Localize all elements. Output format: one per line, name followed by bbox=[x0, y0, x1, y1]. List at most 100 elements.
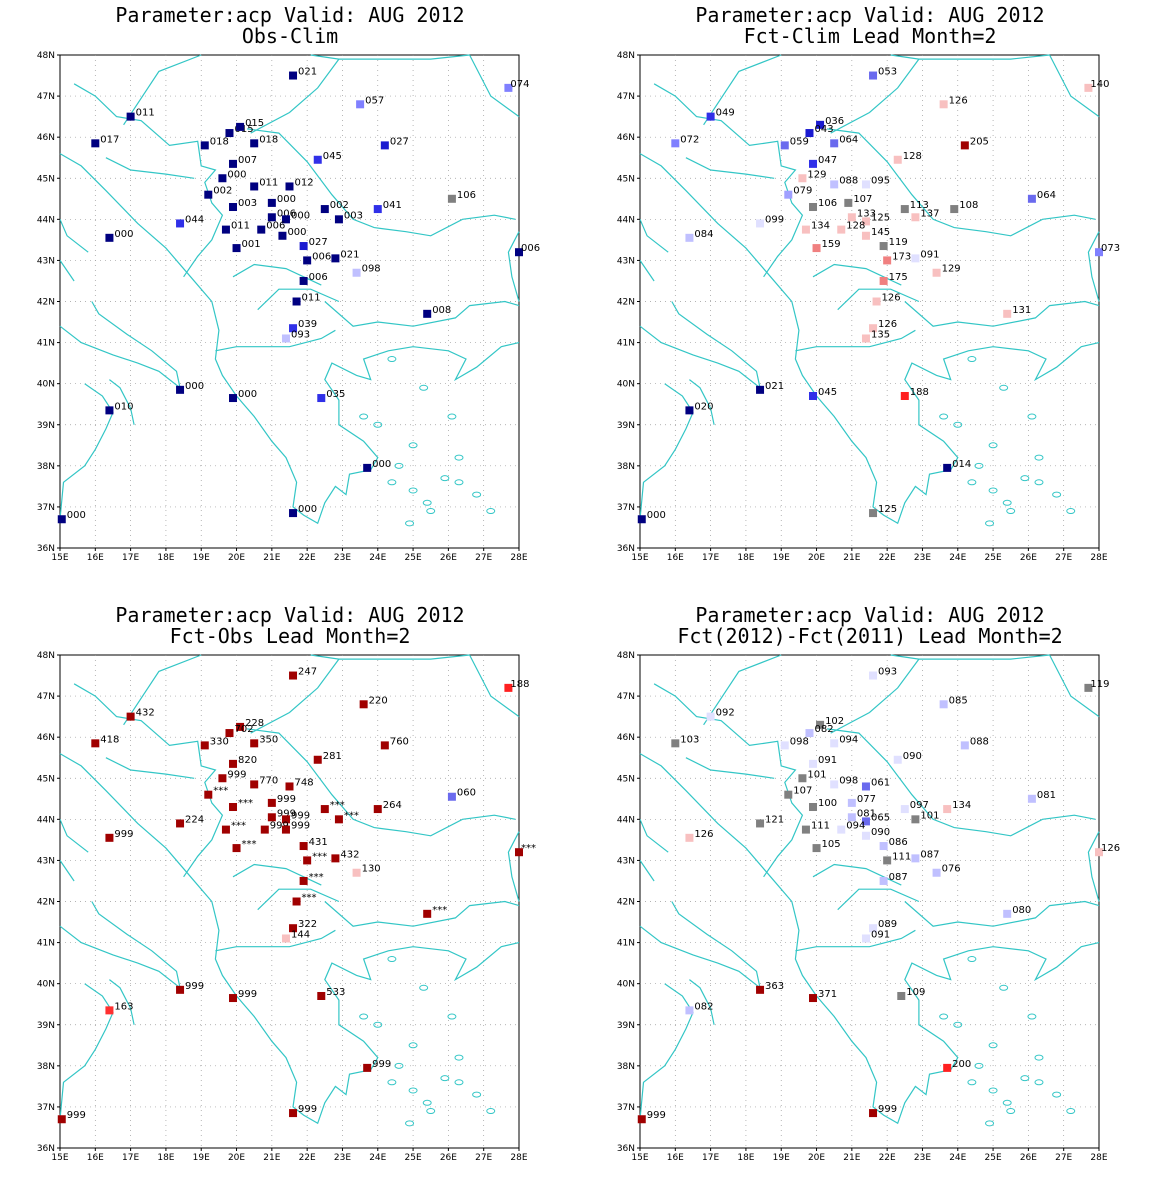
station-marker bbox=[281, 934, 290, 943]
coastline bbox=[639, 983, 694, 1120]
station-label: 021 bbox=[765, 381, 784, 392]
island bbox=[953, 421, 963, 428]
station-marker bbox=[960, 741, 969, 750]
station-label: 125 bbox=[871, 212, 890, 223]
station-marker bbox=[872, 297, 881, 306]
station-marker bbox=[861, 817, 870, 826]
y-tick-label: 37N bbox=[37, 1103, 55, 1113]
station-marker bbox=[250, 780, 259, 789]
station-marker bbox=[176, 985, 185, 994]
station-label: 036 bbox=[825, 116, 844, 127]
station-label: 371 bbox=[818, 989, 837, 1000]
island bbox=[939, 413, 949, 420]
station-label: 003 bbox=[344, 210, 363, 221]
station-label: 999 bbox=[185, 981, 204, 992]
station-label: 061 bbox=[871, 777, 890, 788]
station-label: 163 bbox=[114, 1001, 133, 1012]
station-label: 053 bbox=[878, 67, 897, 78]
station-marker bbox=[897, 991, 906, 1000]
station-marker bbox=[861, 180, 870, 189]
station-marker bbox=[313, 155, 322, 164]
station-label: 094 bbox=[839, 734, 858, 745]
x-tick-label: 27E bbox=[475, 553, 492, 563]
station-label: 098 bbox=[362, 264, 381, 275]
station-marker bbox=[1095, 848, 1103, 857]
station-marker bbox=[320, 205, 329, 214]
station-marker bbox=[706, 112, 715, 121]
station-marker bbox=[911, 854, 920, 863]
station-marker bbox=[285, 182, 294, 191]
station-label: 264 bbox=[383, 800, 402, 811]
coastline bbox=[59, 819, 89, 853]
station-marker bbox=[943, 1063, 952, 1072]
panel-subtitle: Fct-Clim Lead Month=2 bbox=[743, 24, 997, 48]
x-tick-label: 18E bbox=[737, 1153, 754, 1163]
station-label: 006 bbox=[266, 221, 285, 232]
station-label: 085 bbox=[949, 695, 968, 706]
station-marker bbox=[278, 231, 287, 240]
island bbox=[454, 1054, 464, 1061]
island bbox=[408, 442, 418, 449]
coastline bbox=[1087, 231, 1100, 302]
station-marker bbox=[809, 994, 818, 1003]
station-label: 091 bbox=[818, 755, 837, 766]
station-map: 15E 16E 17E 18E 19E 20E 21E 22E 23E 24E 25E 26E 27E 2… bbox=[617, 651, 1120, 1163]
y-tick-label: 48N bbox=[617, 51, 635, 61]
station-marker bbox=[267, 198, 276, 207]
station-marker bbox=[939, 100, 948, 109]
station-label: *** bbox=[309, 872, 324, 883]
island bbox=[1034, 479, 1044, 486]
station-marker bbox=[221, 225, 230, 234]
station-label: 102 bbox=[825, 716, 844, 727]
station-marker bbox=[423, 909, 432, 918]
island bbox=[967, 356, 977, 363]
station-marker bbox=[893, 755, 902, 764]
y-tick-label: 45N bbox=[617, 774, 635, 784]
x-tick-label: 15E bbox=[631, 1153, 648, 1163]
station-label: 006 bbox=[277, 208, 296, 219]
station-marker bbox=[250, 182, 259, 191]
station-marker bbox=[363, 463, 372, 472]
station-label: 702 bbox=[234, 724, 253, 735]
station-label: 088 bbox=[839, 175, 858, 186]
coastline bbox=[250, 58, 340, 134]
station-marker bbox=[784, 190, 793, 199]
station-marker bbox=[289, 509, 298, 518]
station-label: 081 bbox=[1037, 790, 1056, 801]
station-label: 002 bbox=[213, 186, 232, 197]
island bbox=[419, 984, 429, 991]
y-tick-label: 47N bbox=[617, 92, 635, 102]
station-marker bbox=[317, 394, 326, 403]
station-marker bbox=[281, 334, 290, 343]
station-marker bbox=[229, 803, 238, 812]
station-marker bbox=[805, 129, 814, 138]
station-label: 999 bbox=[372, 1059, 391, 1070]
station-label: 770 bbox=[259, 775, 278, 786]
x-tick-label: 16E bbox=[87, 1153, 104, 1163]
station-marker bbox=[780, 141, 789, 150]
station-label: *** bbox=[344, 810, 359, 821]
station-label: 432 bbox=[136, 708, 155, 719]
station-marker bbox=[869, 924, 878, 933]
station-label: 041 bbox=[383, 200, 402, 211]
station-label: 015 bbox=[245, 118, 264, 129]
station-label: 092 bbox=[716, 708, 735, 719]
station-label: 000 bbox=[298, 504, 317, 515]
x-tick-label: 26E bbox=[440, 1153, 457, 1163]
x-tick-label: 15E bbox=[631, 553, 648, 563]
station-marker bbox=[939, 700, 948, 709]
station-marker bbox=[292, 297, 301, 306]
x-tick-label: 20E bbox=[808, 553, 825, 563]
station-label: 128 bbox=[846, 221, 865, 232]
panel-fct-clim: Parameter:acp Valid: AUG 2012 Fct-Clim L… bbox=[580, 0, 1160, 600]
station-label: 133 bbox=[857, 208, 876, 219]
island bbox=[426, 508, 436, 515]
station-label: 000 bbox=[277, 194, 296, 205]
x-tick-label: 19E bbox=[193, 553, 210, 563]
station-marker bbox=[1084, 83, 1093, 92]
island bbox=[387, 956, 397, 963]
island bbox=[967, 1079, 977, 1086]
station-marker bbox=[932, 268, 941, 277]
station-marker bbox=[289, 671, 298, 680]
station-label: 109 bbox=[906, 987, 925, 998]
